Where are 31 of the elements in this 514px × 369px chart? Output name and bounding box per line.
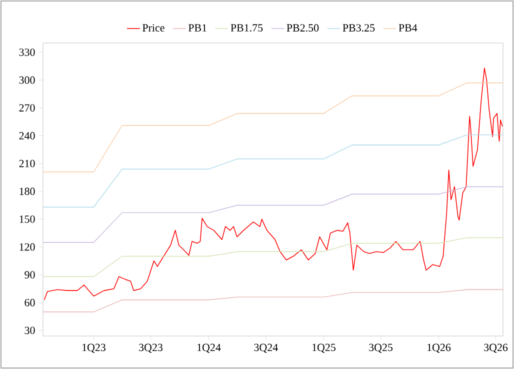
x-tick-label: 1Q26 — [428, 344, 451, 353]
line-series — [43, 134, 504, 208]
line-series — [43, 289, 504, 312]
line-series — [43, 82, 504, 172]
y-tick-label: 90 — [24, 271, 35, 278]
x-tick-label: 3Q25 — [369, 344, 392, 353]
x-tick-label: 1Q24 — [198, 344, 221, 353]
y-tick-label: 150 — [20, 215, 35, 223]
x-tick-label: 1Q25 — [312, 344, 336, 353]
legend-label: PB3.25 — [342, 24, 375, 32]
y-tick-label: 120 — [20, 243, 35, 251]
x-tick-label: 3Q26 — [484, 344, 508, 353]
legend-label: PB1.75 — [230, 24, 263, 32]
legend-label: PB1 — [188, 24, 206, 32]
x-tick-label: 3Q24 — [254, 344, 278, 353]
x-tick-label: 3Q23 — [139, 344, 162, 353]
line-series — [43, 186, 504, 243]
x-tick-label: 1Q23 — [82, 344, 106, 353]
y-tick-label: 240 — [19, 132, 35, 140]
legend-label: PB2.50 — [286, 24, 319, 32]
legend-label: Price — [142, 24, 164, 32]
y-tick-label: 30 — [24, 326, 35, 334]
line-series — [44, 68, 503, 300]
y-tick-label: 270 — [19, 104, 35, 112]
y-tick-label: 180 — [20, 188, 35, 196]
legend-label: PB4 — [398, 24, 418, 32]
y-tick-label: 210 — [19, 160, 35, 168]
y-tick-label: 330 — [19, 48, 35, 56]
line-series — [43, 237, 504, 278]
y-tick-label: 300 — [19, 76, 35, 84]
y-tick-label: 60 — [24, 298, 35, 306]
